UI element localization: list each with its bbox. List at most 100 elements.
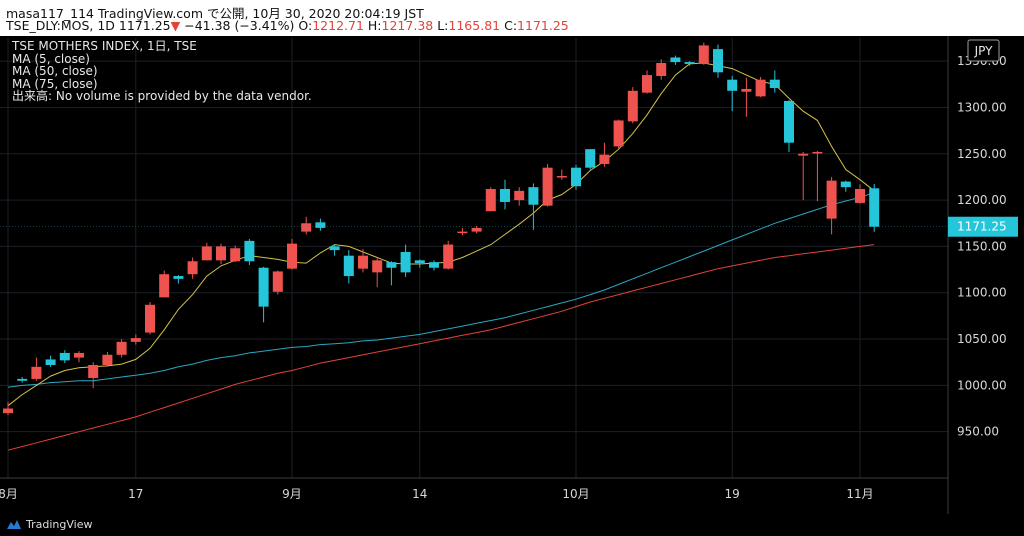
ma75-line [7, 244, 875, 451]
candle [471, 226, 482, 234]
candle [159, 270, 170, 298]
candle-body [869, 188, 880, 227]
candle [244, 239, 255, 265]
candle [826, 176, 837, 235]
chart-canvas[interactable]: 950.00 1000.00 1050.00 1100.00 1150.00 1200.0… [0, 36, 1024, 514]
candle-body [258, 267, 269, 307]
tradingview-logo[interactable]: TradingView [6, 518, 92, 531]
candle-body [514, 190, 525, 201]
candle-body [116, 341, 127, 355]
tradingview-logo-icon [7, 520, 21, 529]
candle [201, 242, 212, 261]
y-tick-label: 1300.00 [957, 100, 1007, 114]
ma50-layer [7, 192, 875, 388]
footer: TradingView [0, 514, 1024, 536]
candle [443, 240, 454, 270]
candle [301, 216, 312, 235]
candle [812, 151, 823, 202]
last-price: 1171.25 [118, 18, 171, 33]
symbol-label: TSE_DLY:MOS, 1D [6, 18, 115, 33]
candle [869, 184, 880, 232]
candle [656, 59, 667, 80]
ohlc-readout: TSE_DLY:MOS, 1D 1171.25▼ −41.38 (−3.41%)… [6, 18, 569, 33]
x-tick-label: 8月 [0, 487, 18, 501]
candle-body [400, 251, 411, 273]
legend-ma5[interactable]: MA (5, close) [12, 51, 90, 66]
candle-body [542, 167, 553, 206]
candle [386, 261, 397, 286]
candle-body [571, 167, 581, 187]
candle [272, 270, 283, 295]
axes: 950.00 1000.00 1050.00 1100.00 1150.00 1200.0… [0, 36, 1018, 514]
candle-body [272, 271, 283, 292]
x-tick-label: 11月 [846, 487, 873, 501]
last-price-box [948, 216, 1018, 237]
candle-body [698, 45, 709, 64]
close-value: 1171.25 [517, 18, 569, 33]
candle [187, 257, 198, 279]
candle [3, 402, 13, 416]
legend-ma75[interactable]: MA (75, close) [12, 76, 98, 91]
candle [514, 187, 525, 206]
candle-body [485, 188, 496, 212]
candle-body [244, 240, 255, 262]
candle-body [3, 408, 13, 414]
candle [74, 351, 84, 363]
candle [698, 42, 709, 65]
legend-volume-note: 出来高: No volume is provided by the data v… [12, 89, 312, 103]
y-tick-label: 1100.00 [957, 286, 1007, 300]
candle [670, 55, 681, 65]
price-chart[interactable]: TSE MOTHERS INDEX, 1日, TSE MA (5, close)… [0, 36, 1024, 514]
candle [784, 100, 794, 152]
candle-body [74, 352, 84, 358]
candle-body [528, 187, 539, 205]
legend-title: TSE MOTHERS INDEX, 1日, TSE [12, 39, 197, 53]
candle [173, 275, 184, 284]
candle-body [429, 262, 439, 268]
candle-body [840, 181, 851, 188]
candle-body [59, 352, 70, 361]
candle-body [386, 262, 397, 268]
candle [642, 70, 652, 94]
candle-body [443, 244, 454, 269]
candle [130, 334, 141, 345]
low-label: L: [437, 18, 449, 33]
currency-label: JPY [974, 44, 994, 58]
y-tick-label: 1050.00 [957, 332, 1007, 346]
high-label: H: [367, 18, 382, 33]
candle-body [855, 188, 865, 203]
ma5-layer [7, 62, 875, 407]
candle [315, 218, 326, 231]
last-price-label: 1171.25 [957, 220, 1007, 234]
candle-body [599, 154, 610, 164]
candle [556, 169, 567, 180]
x-tick-label: 9月 [282, 487, 302, 501]
candle-body [159, 274, 170, 298]
ma50-line [7, 192, 875, 388]
candle-body [684, 62, 695, 64]
legend-ma50[interactable]: MA (50, close) [12, 64, 98, 78]
candle-body [556, 176, 567, 178]
candle-body [102, 354, 113, 365]
candle [343, 250, 354, 284]
y-tick-label: 950.00 [957, 425, 999, 439]
candle-body [372, 260, 383, 273]
candle [429, 260, 439, 271]
candle [585, 149, 596, 170]
candle [485, 187, 496, 212]
y-tick-label: 1000.00 [957, 378, 1007, 392]
open-value: 1212.71 [312, 18, 364, 33]
candle-body [627, 90, 638, 122]
candle [45, 355, 56, 367]
open-label: O: [298, 18, 313, 33]
candle [769, 70, 780, 93]
candle [329, 244, 340, 256]
candle-body [187, 261, 198, 275]
candle-body [145, 304, 155, 333]
candle [713, 44, 723, 78]
publish-info: masa117_114 TradingView.com で公開, 10月 30,… [6, 6, 424, 21]
candle-body [343, 255, 354, 277]
y-tick-label: 1200.00 [957, 193, 1007, 207]
candle [400, 244, 411, 277]
candle-body [230, 248, 241, 262]
